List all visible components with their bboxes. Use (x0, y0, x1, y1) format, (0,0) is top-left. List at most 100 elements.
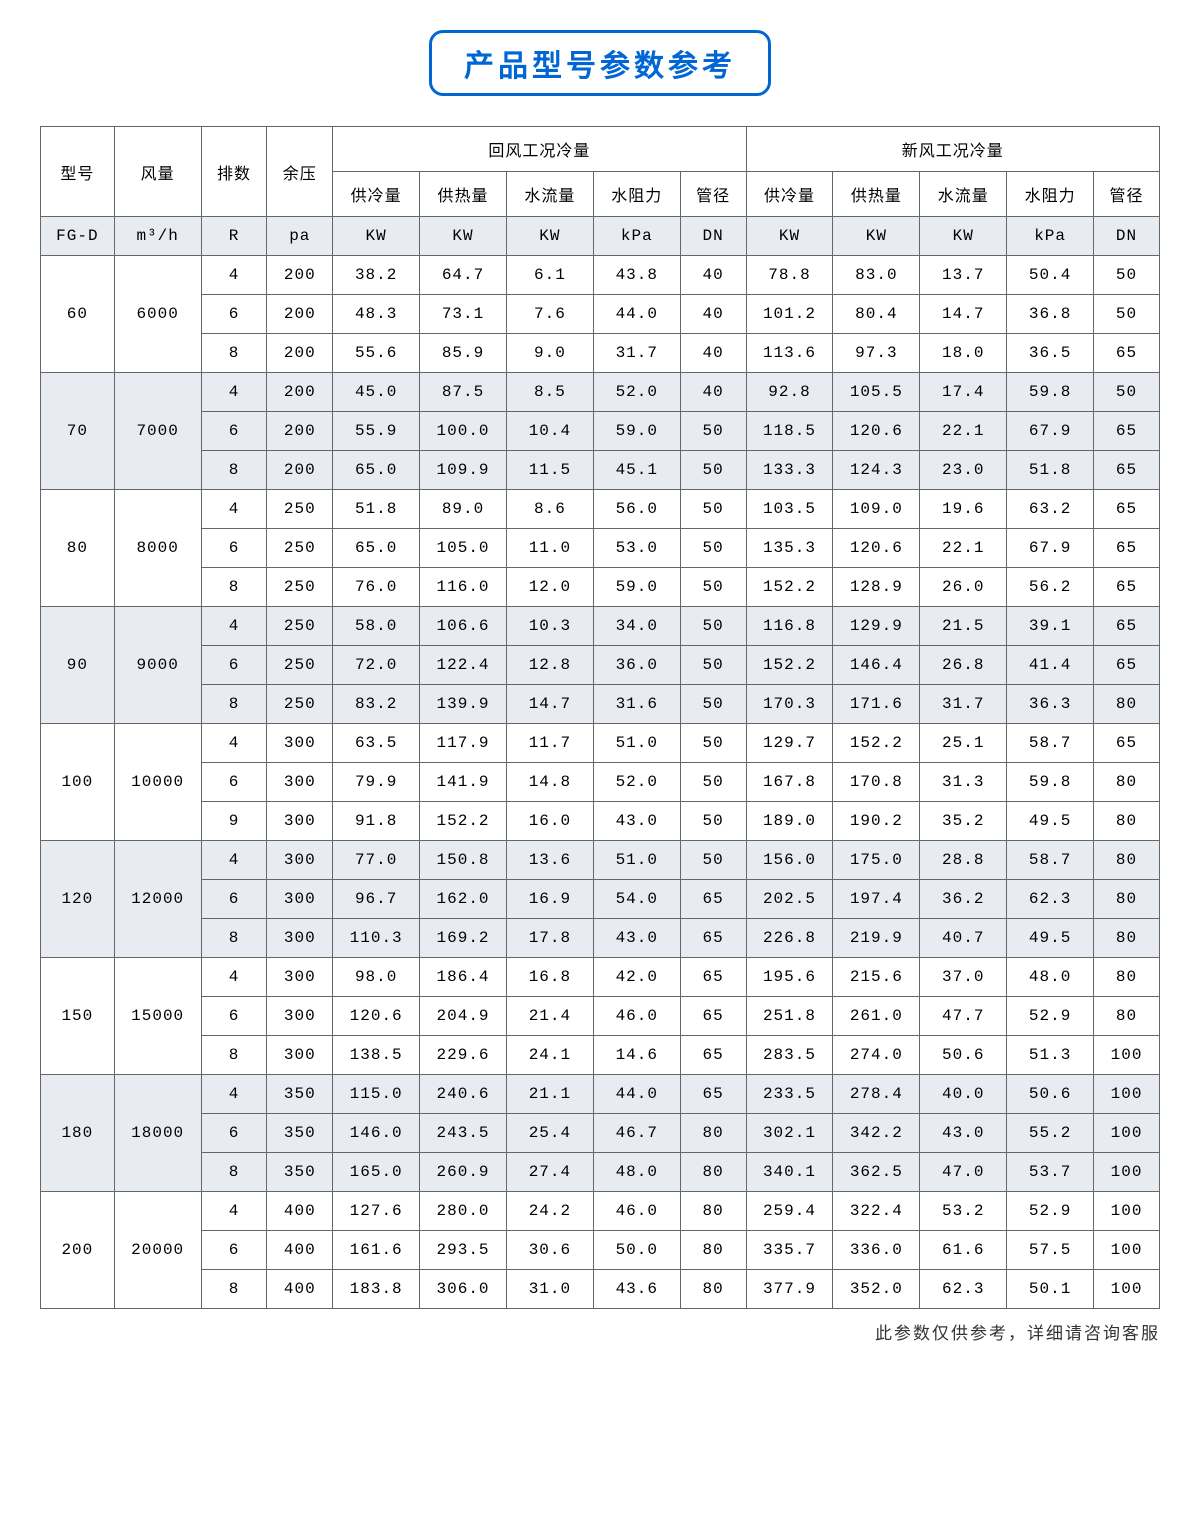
pressure-cell: 400 (267, 1231, 333, 1270)
value-cell: 152.2 (746, 568, 833, 607)
value-cell: 13.7 (920, 256, 1007, 295)
value-cell: 117.9 (420, 724, 507, 763)
unit-cell: KW (333, 217, 420, 256)
th-sub: 供冷量 (333, 172, 420, 217)
value-cell: 49.5 (1007, 802, 1094, 841)
value-cell: 10.3 (506, 607, 593, 646)
pressure-cell: 350 (267, 1114, 333, 1153)
value-cell: 62.3 (920, 1270, 1007, 1309)
value-cell: 14.7 (506, 685, 593, 724)
table-row: 620055.9100.010.459.050118.5120.622.167.… (41, 412, 1160, 451)
pressure-cell: 300 (267, 763, 333, 802)
rows-cell: 4 (201, 256, 267, 295)
table-row: 180180004350115.0240.621.144.065233.5278… (41, 1075, 1160, 1114)
value-cell: 141.9 (420, 763, 507, 802)
table-row: 930091.8152.216.043.050189.0190.235.249.… (41, 802, 1160, 841)
model-cell: 80 (41, 490, 115, 607)
rows-cell: 8 (201, 1036, 267, 1075)
th-sub: 供冷量 (746, 172, 833, 217)
value-cell: 40 (680, 295, 746, 334)
value-cell: 73.1 (420, 295, 507, 334)
value-cell: 42.0 (593, 958, 680, 997)
value-cell: 240.6 (420, 1075, 507, 1114)
value-cell: 56.0 (593, 490, 680, 529)
value-cell: 52.9 (1007, 1192, 1094, 1231)
value-cell: 133.3 (746, 451, 833, 490)
value-cell: 14.8 (506, 763, 593, 802)
value-cell: 106.6 (420, 607, 507, 646)
value-cell: 362.5 (833, 1153, 920, 1192)
value-cell: 37.0 (920, 958, 1007, 997)
value-cell: 243.5 (420, 1114, 507, 1153)
rows-cell: 4 (201, 958, 267, 997)
title-container: 产品型号参数参考 (40, 30, 1160, 96)
value-cell: 59.8 (1007, 763, 1094, 802)
value-cell: 335.7 (746, 1231, 833, 1270)
table-row: 12012000430077.0150.813.651.050156.0175.… (41, 841, 1160, 880)
rows-cell: 8 (201, 451, 267, 490)
value-cell: 55.6 (333, 334, 420, 373)
value-cell: 259.4 (746, 1192, 833, 1231)
value-cell: 65.0 (333, 529, 420, 568)
value-cell: 169.2 (420, 919, 507, 958)
value-cell: 100 (1094, 1192, 1160, 1231)
value-cell: 116.0 (420, 568, 507, 607)
value-cell: 162.0 (420, 880, 507, 919)
rows-cell: 8 (201, 568, 267, 607)
value-cell: 21.4 (506, 997, 593, 1036)
airflow-cell: 20000 (114, 1192, 201, 1309)
value-cell: 219.9 (833, 919, 920, 958)
value-cell: 44.0 (593, 295, 680, 334)
unit-cell: R (201, 217, 267, 256)
value-cell: 52.9 (1007, 997, 1094, 1036)
value-cell: 51.0 (593, 724, 680, 763)
value-cell: 12.0 (506, 568, 593, 607)
value-cell: 197.4 (833, 880, 920, 919)
table-row: 625072.0122.412.836.050152.2146.426.841.… (41, 646, 1160, 685)
airflow-cell: 18000 (114, 1075, 201, 1192)
value-cell: 152.2 (833, 724, 920, 763)
value-cell: 120.6 (333, 997, 420, 1036)
value-cell: 53.0 (593, 529, 680, 568)
value-cell: 50 (680, 568, 746, 607)
value-cell: 10.4 (506, 412, 593, 451)
value-cell: 175.0 (833, 841, 920, 880)
value-cell: 65 (680, 880, 746, 919)
value-cell: 63.5 (333, 724, 420, 763)
value-cell: 25.4 (506, 1114, 593, 1153)
table-row: 825076.0116.012.059.050152.2128.926.056.… (41, 568, 1160, 607)
table-row: 820055.685.99.031.740113.697.318.036.565 (41, 334, 1160, 373)
pressure-cell: 300 (267, 919, 333, 958)
value-cell: 77.0 (333, 841, 420, 880)
pressure-cell: 250 (267, 607, 333, 646)
pressure-cell: 250 (267, 685, 333, 724)
value-cell: 83.0 (833, 256, 920, 295)
th-sub: 供热量 (833, 172, 920, 217)
value-cell: 47.7 (920, 997, 1007, 1036)
value-cell: 24.2 (506, 1192, 593, 1231)
value-cell: 50 (680, 763, 746, 802)
value-cell: 80 (1094, 685, 1160, 724)
value-cell: 46.0 (593, 997, 680, 1036)
value-cell: 44.0 (593, 1075, 680, 1114)
value-cell: 50.6 (1007, 1075, 1094, 1114)
value-cell: 21.5 (920, 607, 1007, 646)
value-cell: 46.0 (593, 1192, 680, 1231)
unit-cell: m³/h (114, 217, 201, 256)
table-row: 630096.7162.016.954.065202.5197.436.262.… (41, 880, 1160, 919)
table-row: 8350165.0260.927.448.080340.1362.547.053… (41, 1153, 1160, 1192)
value-cell: 22.1 (920, 529, 1007, 568)
value-cell: 43.6 (593, 1270, 680, 1309)
value-cell: 50 (1094, 256, 1160, 295)
value-cell: 65 (680, 919, 746, 958)
value-cell: 11.7 (506, 724, 593, 763)
value-cell: 50 (680, 724, 746, 763)
value-cell: 80 (680, 1114, 746, 1153)
value-cell: 78.8 (746, 256, 833, 295)
th-model: 型号 (41, 127, 115, 217)
value-cell: 274.0 (833, 1036, 920, 1075)
value-cell: 100 (1094, 1270, 1160, 1309)
value-cell: 16.8 (506, 958, 593, 997)
value-cell: 146.4 (833, 646, 920, 685)
value-cell: 50 (680, 646, 746, 685)
